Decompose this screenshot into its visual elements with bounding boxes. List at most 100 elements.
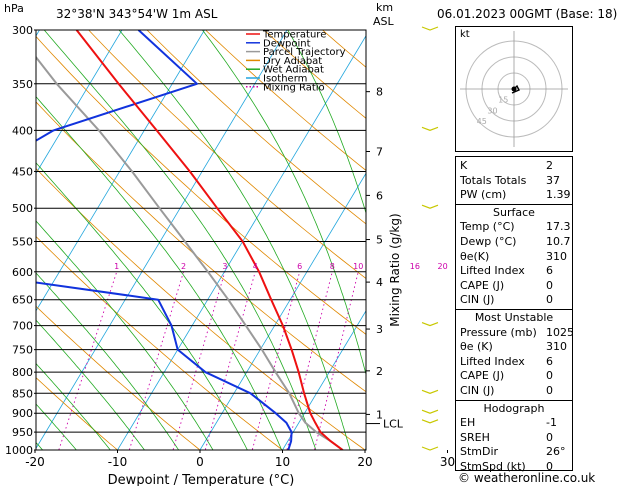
height-tick-label: 5 xyxy=(376,234,383,247)
mixing-ratio-axis-label: Mixing Ratio (g/kg) xyxy=(388,213,402,326)
lcl-label: LCL xyxy=(383,418,404,431)
mixing-ratio-label: 8 xyxy=(330,262,335,271)
wet-adiabat-line xyxy=(36,403,77,450)
mixing-ratio-label: 4 xyxy=(253,262,258,271)
mixing-ratio-label: 16 xyxy=(410,262,420,271)
isotherm-line xyxy=(36,30,123,175)
index-value: 0 xyxy=(546,278,553,292)
index-value: 1025 xyxy=(546,325,574,339)
legend-label: Wet Adiabat xyxy=(263,65,324,76)
index-label: EH xyxy=(460,416,476,430)
km-label: km xyxy=(376,1,394,14)
hodograph-ring-label: 15 xyxy=(498,96,508,105)
most-unstable-section-title: Most Unstable xyxy=(474,311,554,324)
dry-adiabat-line xyxy=(36,305,201,450)
height-tick-label: 3 xyxy=(376,323,383,336)
wind-barb-icon xyxy=(421,446,439,451)
wet-adiabat-line xyxy=(36,96,283,450)
index-label: Dewp (°C) xyxy=(460,235,517,248)
temperature-tick-label: 20 xyxy=(357,455,372,469)
hodograph-panel: kt 45 30 15 xyxy=(455,26,573,152)
dry-adiabat-line xyxy=(36,35,366,335)
wind-barb-icon xyxy=(421,126,439,131)
index-label: Lifted Index xyxy=(460,354,525,368)
dry-adiabat-line xyxy=(204,30,366,171)
legend-label: Parcel Trajectory xyxy=(263,47,346,58)
index-label: CIN (J) xyxy=(460,293,495,307)
height-tick-label: 6 xyxy=(376,189,383,202)
hodograph-row: StmDir 26° xyxy=(460,445,568,459)
index-value: 6 xyxy=(546,264,553,278)
index-value: 310 xyxy=(546,340,567,354)
temperature-tick-label: 0 xyxy=(196,455,204,469)
hodograph-unit-label: kt xyxy=(460,29,470,40)
indices-panel: K 2 Totals Totals 37 PW (cm) 1.39 Surface Temp … xyxy=(455,156,574,473)
pressure-tick-label: 550 xyxy=(12,235,33,248)
pressure-tick-label: 800 xyxy=(12,366,33,379)
series-line-temperature xyxy=(75,30,344,450)
temperature-tick-label: 10 xyxy=(275,455,290,469)
location-label: 32°38'N 343°54'W 1m ASL xyxy=(56,7,218,21)
wet-adiabat-line xyxy=(201,30,366,376)
index-label: CIN (J) xyxy=(460,384,495,397)
temperature-tick-label: -20 xyxy=(25,455,45,469)
index-row: Totals Totals 37 xyxy=(460,174,568,188)
surface-row: Dewp (°C) 10.7 xyxy=(460,235,571,249)
height-tick-label: 4 xyxy=(376,276,383,289)
hodograph-section-title: Hodograph xyxy=(483,401,545,415)
wind-barb-icon xyxy=(421,322,439,327)
most-unstable-row: CIN (J) 0 xyxy=(460,384,568,398)
dry-adiabat-line xyxy=(36,167,366,450)
pressure-tick-label: 400 xyxy=(12,124,33,137)
pressure-tick-label: 1000 xyxy=(5,444,33,457)
dry-adiabat-line xyxy=(582,6,629,467)
pressure-tick-label: 850 xyxy=(12,387,33,400)
x-axis-label: Dewpoint / Temperature (°C) xyxy=(108,473,295,486)
mixing-ratio-label: 10 xyxy=(353,262,363,271)
mixing-ratio-line xyxy=(286,271,333,450)
most-unstable-row: Lifted Index 6 xyxy=(460,355,568,369)
dry-adiabat-line xyxy=(146,30,366,225)
wet-adiabat-line xyxy=(36,319,145,450)
isotherm-line xyxy=(199,172,366,450)
index-label: θe(K) xyxy=(460,249,490,263)
dry-adiabat-line xyxy=(36,377,119,450)
wind-barb-icon xyxy=(421,389,439,394)
storm-motion-marker xyxy=(511,86,517,92)
index-value: 1.39 xyxy=(546,188,571,202)
index-value: 17.3 xyxy=(546,220,571,234)
index-label: Totals Totals xyxy=(460,173,527,187)
wind-barb-icon xyxy=(421,419,439,424)
surface-row: θe(K) 310 xyxy=(460,250,568,264)
legend-label: Temperature xyxy=(262,30,326,41)
most-unstable-row: Pressure (mb) 1025 xyxy=(460,326,574,340)
wind-barb-icon xyxy=(421,204,439,209)
hodograph-ring-label: 45 xyxy=(477,117,487,126)
index-value: 6 xyxy=(546,354,553,368)
wet-adiabat-line xyxy=(36,220,214,450)
height-tick-label: 7 xyxy=(376,146,383,159)
pressure-tick-label: 700 xyxy=(12,320,33,333)
mixing-ratio-line xyxy=(58,271,118,450)
index-label: StmSpd (kt) xyxy=(460,460,526,473)
wet-adiabat-line xyxy=(36,272,180,450)
pressure-tick-label: 900 xyxy=(12,407,33,420)
section-divider xyxy=(456,309,572,310)
wet-adiabat-line xyxy=(36,362,111,450)
legend-label: Isotherm xyxy=(263,74,307,85)
plot-area-group xyxy=(36,6,629,467)
height-tick-label: 1 xyxy=(376,408,383,421)
index-value: 2 xyxy=(546,159,553,172)
index-label: Temp (°C) xyxy=(460,220,515,234)
pressure-tick-label: 950 xyxy=(12,426,33,439)
legend-label: Dry Adiabat xyxy=(263,56,322,67)
surface-row: CIN (J) 0 xyxy=(460,293,568,307)
index-label: θe (K) xyxy=(460,340,493,354)
hodograph-row: SREH 0 xyxy=(460,431,568,445)
hodograph-ring-label: 30 xyxy=(487,106,497,115)
surface-section-title: Surface xyxy=(493,205,535,219)
most-unstable-row: θe (K) 310 xyxy=(460,340,568,354)
wind-barb-icon xyxy=(421,409,439,414)
